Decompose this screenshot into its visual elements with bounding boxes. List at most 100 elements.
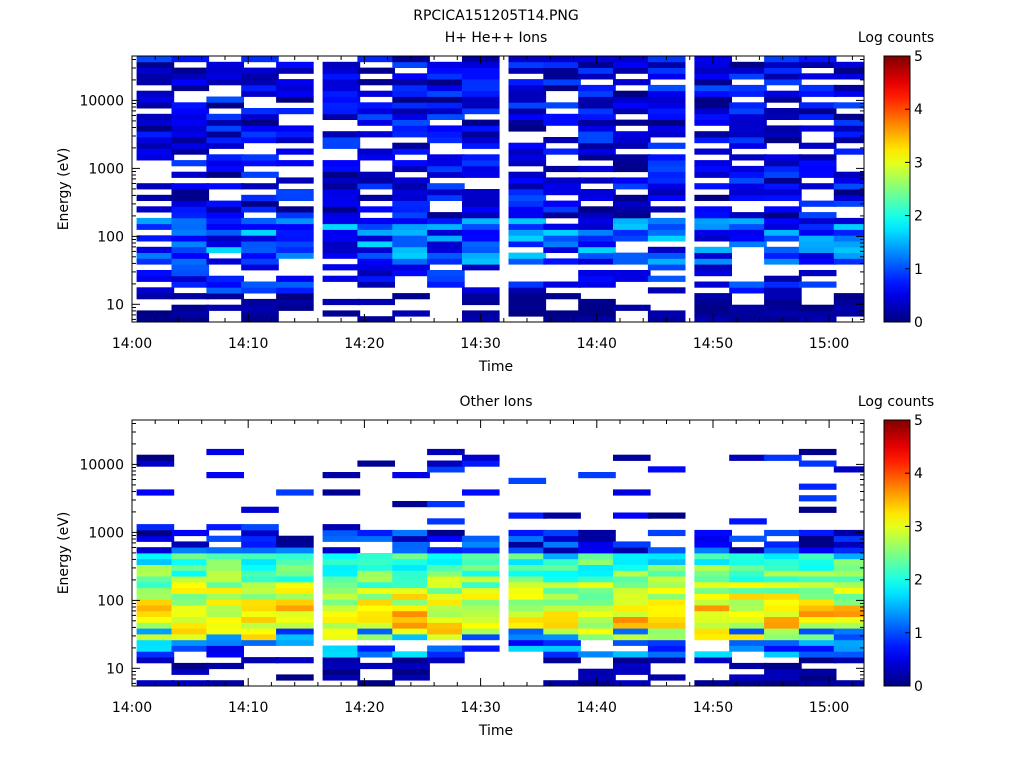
x-tick-label: 14:00 [112,700,152,716]
heatmap-cell [427,258,465,265]
heatmap-cell [392,119,430,126]
heatmap-cell [578,281,616,288]
heatmap-cell [543,177,581,184]
heatmap-cell [171,662,210,670]
heatmap-cell [508,512,547,519]
heatmap-cell [647,628,686,635]
heatmap-cell [508,148,547,155]
heatmap-cell [798,252,837,259]
heatmap-cell [241,56,279,63]
heatmap-cell [647,61,686,68]
heatmap-cell [171,270,210,277]
heatmap-cell [613,489,651,496]
heatmap-cell [206,304,244,311]
heatmap-cell [508,605,547,612]
heatmap-cell [798,241,837,248]
heatmap-cell [729,564,767,571]
heatmap-cell [392,206,430,213]
heatmap-cell [694,616,732,623]
heatmap-cell [136,564,175,571]
heatmap-cell [764,131,802,138]
heatmap-cell [764,454,802,461]
heatmap-cell [508,206,547,213]
heatmap-cell [508,61,547,68]
heatmap-cell [694,84,732,92]
heatmap-cell [798,483,837,490]
heatmap-cell [136,125,175,132]
heatmap-cell [357,616,395,623]
heatmap-cell [462,535,500,542]
heatmap-cell [206,593,244,600]
heatmap-cell [136,206,175,213]
heatmap-cell [764,564,802,571]
heatmap-cell [694,194,732,201]
heatmap-cell [798,246,837,253]
heatmap-cell [578,570,616,577]
heatmap-cell [613,235,651,242]
heatmap-cell [798,160,837,167]
heatmap-cell [136,79,175,86]
heatmap-cell [647,512,686,519]
heatmap-cell [578,131,616,138]
heatmap-cell [136,547,175,554]
heatmap-cell [578,587,616,594]
heatmap-cell [694,599,732,606]
heatmap-cell [833,73,864,80]
heatmap-cell [508,616,547,623]
heatmap-cell [764,125,802,132]
heatmap-cell [357,264,395,271]
heatmap-cell [764,73,802,80]
heatmap-cell [171,258,210,265]
heatmap-cell [206,553,244,560]
heatmap-cell [392,79,430,86]
heatmap-cell [241,287,279,294]
heatmap-cell [427,223,465,230]
heatmap-cell [136,535,175,542]
heatmap-cell [462,489,500,496]
heatmap-cell [508,235,547,242]
heatmap-cell [833,570,864,577]
heatmap-cell [322,200,361,207]
heatmap-cell [613,610,651,617]
heatmap-cell [136,576,175,583]
heatmap-cell [647,639,686,646]
heatmap-cell [833,298,864,306]
heatmap-cell [427,113,465,120]
heatmap-cell [322,275,361,282]
heatmap-cell [276,275,314,282]
heatmap-cell [613,183,651,190]
heatmap-cell [764,194,802,201]
heatmap-cell [392,148,430,155]
heatmap-cell [647,310,686,317]
heatmap-cell [206,645,244,652]
heatmap-cell [647,674,686,681]
heatmap-cell [392,501,430,508]
heatmap-cell [427,576,465,583]
heatmap-cell [798,674,837,681]
heatmap-cell [206,142,244,149]
heatmap-cell [322,587,361,594]
heatmap-cell [276,194,314,201]
heatmap-cell [241,264,279,271]
colorbar-tick-label: 5 [914,413,923,429]
heatmap-cell [833,90,864,97]
heatmap-cell [241,246,279,253]
heatmap-cell [357,570,395,577]
y-tick-label: 10000 [79,93,124,109]
heatmap-cell [729,616,767,623]
heatmap-cell [427,217,465,225]
heatmap-cell [578,547,616,554]
heatmap-cell [694,310,732,317]
heatmap-cell [136,651,175,658]
heatmap-cell [206,558,244,565]
heatmap-cell [729,183,767,190]
heatmap-cell [462,137,500,144]
heatmap-cell [171,246,210,253]
heatmap-cell [798,142,837,149]
heatmap-cell [427,90,465,97]
heatmap-cell [798,622,837,629]
heatmap-cell [578,241,616,248]
heatmap-cell [694,564,732,571]
heatmap-cell [833,235,864,242]
heatmap-cell [729,281,767,288]
